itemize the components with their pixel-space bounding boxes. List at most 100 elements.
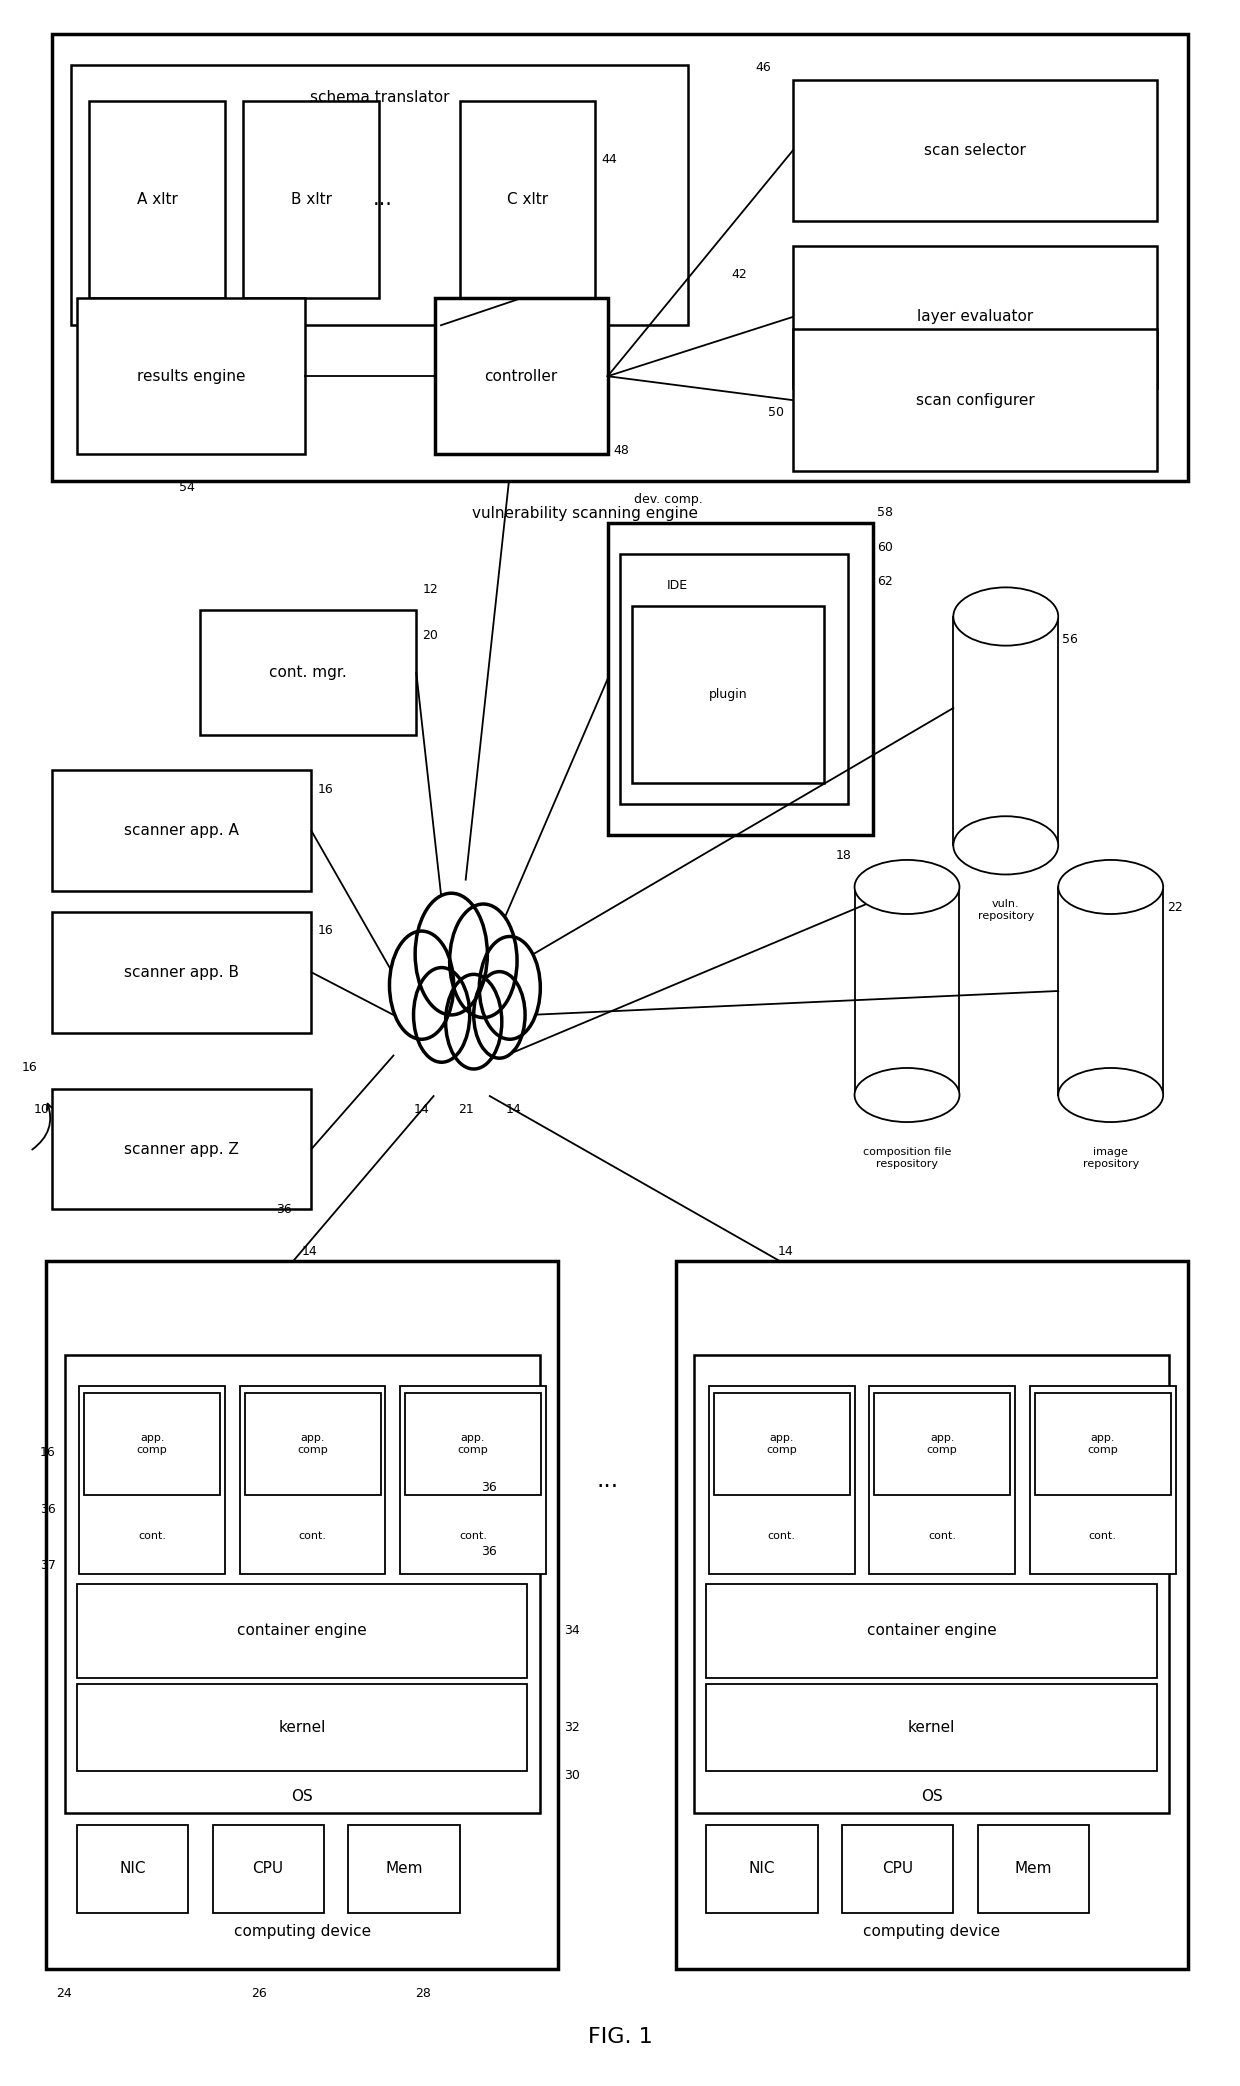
Text: 48: 48 xyxy=(614,444,630,457)
FancyBboxPatch shape xyxy=(869,1387,1016,1573)
Ellipse shape xyxy=(854,859,960,914)
FancyBboxPatch shape xyxy=(79,1387,224,1573)
Text: B xltr: B xltr xyxy=(291,192,332,207)
Text: scanner app. B: scanner app. B xyxy=(124,964,239,980)
FancyBboxPatch shape xyxy=(64,1356,539,1813)
Text: app.
comp: app. comp xyxy=(1087,1433,1118,1454)
Ellipse shape xyxy=(954,588,1058,647)
Text: 26: 26 xyxy=(250,1988,267,2000)
FancyBboxPatch shape xyxy=(77,1583,527,1677)
FancyBboxPatch shape xyxy=(707,1825,817,1913)
Text: scan selector: scan selector xyxy=(924,144,1025,159)
Text: 12: 12 xyxy=(423,582,438,597)
Text: cont.: cont. xyxy=(138,1531,166,1542)
Circle shape xyxy=(413,968,470,1062)
Circle shape xyxy=(445,974,502,1068)
Text: OS: OS xyxy=(921,1788,942,1804)
FancyBboxPatch shape xyxy=(709,1387,854,1573)
Text: 62: 62 xyxy=(877,574,893,588)
Text: 32: 32 xyxy=(564,1721,580,1733)
FancyBboxPatch shape xyxy=(239,1387,386,1573)
FancyBboxPatch shape xyxy=(1034,1393,1171,1496)
Text: vuln.
repository: vuln. repository xyxy=(977,899,1034,922)
Text: cont.: cont. xyxy=(459,1531,487,1542)
FancyBboxPatch shape xyxy=(52,1089,311,1210)
Text: 60: 60 xyxy=(877,542,893,555)
Text: vulnerability scanning engine: vulnerability scanning engine xyxy=(472,507,698,522)
Text: cont. mgr.: cont. mgr. xyxy=(269,665,347,680)
Text: NIC: NIC xyxy=(119,1861,145,1877)
Text: app.
comp: app. comp xyxy=(926,1433,957,1454)
FancyBboxPatch shape xyxy=(77,1825,188,1913)
Text: computing device: computing device xyxy=(863,1923,1001,1938)
Text: 20: 20 xyxy=(423,628,439,642)
Ellipse shape xyxy=(854,1068,960,1122)
Text: controller: controller xyxy=(485,369,558,384)
Text: cont.: cont. xyxy=(299,1531,326,1542)
Text: cont.: cont. xyxy=(929,1531,956,1542)
FancyBboxPatch shape xyxy=(608,524,873,834)
Circle shape xyxy=(474,972,525,1058)
Text: kernel: kernel xyxy=(908,1721,955,1736)
Text: 14: 14 xyxy=(413,1103,429,1116)
Text: 37: 37 xyxy=(40,1558,56,1573)
FancyBboxPatch shape xyxy=(52,33,1188,482)
Text: schema translator: schema translator xyxy=(310,90,449,104)
Text: C xltr: C xltr xyxy=(507,192,548,207)
Text: image
repository: image repository xyxy=(1083,1147,1138,1168)
Text: scan configurer: scan configurer xyxy=(915,392,1034,407)
Text: app.
comp: app. comp xyxy=(458,1433,489,1454)
Text: 14: 14 xyxy=(777,1245,794,1258)
Text: Mem: Mem xyxy=(1014,1861,1053,1877)
Text: 24: 24 xyxy=(56,1988,72,2000)
Text: IDE: IDE xyxy=(667,580,688,592)
Text: scanner app. Z: scanner app. Z xyxy=(124,1141,239,1156)
Text: A xltr: A xltr xyxy=(136,192,177,207)
Text: 34: 34 xyxy=(564,1625,580,1638)
FancyBboxPatch shape xyxy=(632,607,823,782)
Text: computing device: computing device xyxy=(233,1923,371,1938)
Text: ...: ... xyxy=(373,190,393,209)
FancyBboxPatch shape xyxy=(842,1825,954,1913)
Text: scanner app. A: scanner app. A xyxy=(124,824,239,839)
Text: 21: 21 xyxy=(458,1103,474,1116)
Text: container engine: container engine xyxy=(867,1623,997,1638)
Text: 36: 36 xyxy=(40,1502,56,1517)
Text: 56: 56 xyxy=(1061,632,1078,647)
Circle shape xyxy=(480,937,541,1039)
Text: 42: 42 xyxy=(732,267,746,282)
FancyBboxPatch shape xyxy=(405,1393,541,1496)
Text: 36: 36 xyxy=(481,1546,497,1558)
Text: dev. comp.: dev. comp. xyxy=(634,492,703,507)
FancyBboxPatch shape xyxy=(1030,1387,1176,1573)
Circle shape xyxy=(415,893,487,1016)
FancyBboxPatch shape xyxy=(874,1393,1011,1496)
FancyBboxPatch shape xyxy=(676,1262,1188,1969)
Text: 58: 58 xyxy=(877,507,893,519)
Text: 54: 54 xyxy=(179,482,195,494)
Text: NIC: NIC xyxy=(749,1861,775,1877)
Text: 30: 30 xyxy=(564,1769,580,1781)
FancyBboxPatch shape xyxy=(792,330,1157,471)
FancyBboxPatch shape xyxy=(460,100,595,298)
Text: 10: 10 xyxy=(33,1103,50,1116)
Ellipse shape xyxy=(1058,1068,1163,1122)
Text: 18: 18 xyxy=(836,849,852,862)
FancyBboxPatch shape xyxy=(77,1683,527,1771)
FancyBboxPatch shape xyxy=(792,79,1157,221)
FancyBboxPatch shape xyxy=(707,1583,1157,1677)
Text: 16: 16 xyxy=(21,1062,37,1074)
FancyBboxPatch shape xyxy=(401,1387,546,1573)
Ellipse shape xyxy=(954,816,1058,874)
FancyBboxPatch shape xyxy=(244,1393,381,1496)
Text: kernel: kernel xyxy=(279,1721,326,1736)
Text: OS: OS xyxy=(291,1788,312,1804)
FancyBboxPatch shape xyxy=(714,1393,849,1496)
Text: FIG. 1: FIG. 1 xyxy=(588,2028,652,2048)
FancyBboxPatch shape xyxy=(52,912,311,1033)
Text: CPU: CPU xyxy=(882,1861,914,1877)
FancyBboxPatch shape xyxy=(792,246,1157,388)
FancyBboxPatch shape xyxy=(77,298,305,455)
Text: 14: 14 xyxy=(506,1103,522,1116)
FancyBboxPatch shape xyxy=(435,298,608,455)
